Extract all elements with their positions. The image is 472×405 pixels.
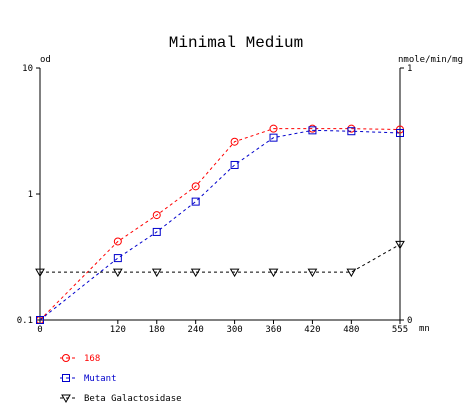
right-tick-label: 1: [407, 64, 412, 74]
data-point-mutant: [308, 126, 317, 135]
data-point-mutant: [152, 227, 161, 236]
left-axis-label: od: [40, 55, 51, 65]
x-tick-label: 120: [110, 325, 126, 335]
data-point-168: [113, 237, 122, 246]
legend-marker-168: [62, 354, 70, 362]
x-tick-label: 420: [304, 325, 320, 335]
left-tick-label: 10: [22, 64, 33, 74]
data-point-beta-galactosidase: [307, 268, 318, 278]
legend-marker-mutant: [62, 374, 70, 382]
data-point-mutant: [113, 254, 122, 263]
data-point-beta-galactosidase: [229, 268, 240, 278]
data-point-beta-galactosidase: [112, 268, 123, 278]
data-point-168: [191, 182, 200, 191]
legend-marker-beta-galactosidase: [61, 394, 71, 404]
chart-title: Minimal Medium: [169, 34, 303, 52]
data-point-mutant: [36, 316, 44, 324]
data-point-beta-galactosidase: [268, 268, 279, 278]
data-point-mutant: [269, 133, 278, 142]
data-point-beta-galactosidase: [190, 268, 201, 278]
legend-label-beta-galactosidase: Beta Galactosidase: [84, 394, 182, 404]
x-axis-label: mn: [419, 324, 430, 334]
series-line-168: [39, 128, 401, 321]
data-point-mutant: [396, 128, 404, 137]
x-tick-label: 360: [265, 325, 281, 335]
legend-label-mutant: Mutant: [84, 374, 117, 384]
x-tick-label: 0: [37, 325, 42, 335]
x-tick-label: 240: [188, 325, 204, 335]
data-point-mutant: [230, 160, 239, 169]
left-tick-label: 1: [28, 190, 33, 200]
data-point-mutant: [191, 197, 200, 206]
x-tick-label: 180: [149, 325, 165, 335]
right-axis-label: nmole/min/mg: [398, 55, 463, 65]
right-tick-label: 0: [407, 316, 412, 326]
data-point-168: [230, 137, 239, 146]
x-tick-label: 555: [392, 325, 408, 335]
x-tick-label: 480: [343, 325, 359, 335]
series-line-beta-galactosidase: [40, 243, 401, 273]
data-point-beta-galactosidase: [35, 268, 45, 278]
left-tick-label: 0.1: [17, 316, 33, 326]
series-line-mutant: [39, 129, 401, 321]
data-point-mutant: [347, 127, 356, 136]
data-point-168: [269, 124, 278, 133]
data-point-beta-galactosidase: [395, 240, 405, 250]
legend-label-168: 168: [84, 354, 100, 364]
data-point-beta-galactosidase: [346, 268, 357, 278]
data-point-beta-galactosidase: [151, 268, 162, 278]
data-point-168: [152, 211, 161, 220]
x-tick-label: 300: [226, 325, 242, 335]
